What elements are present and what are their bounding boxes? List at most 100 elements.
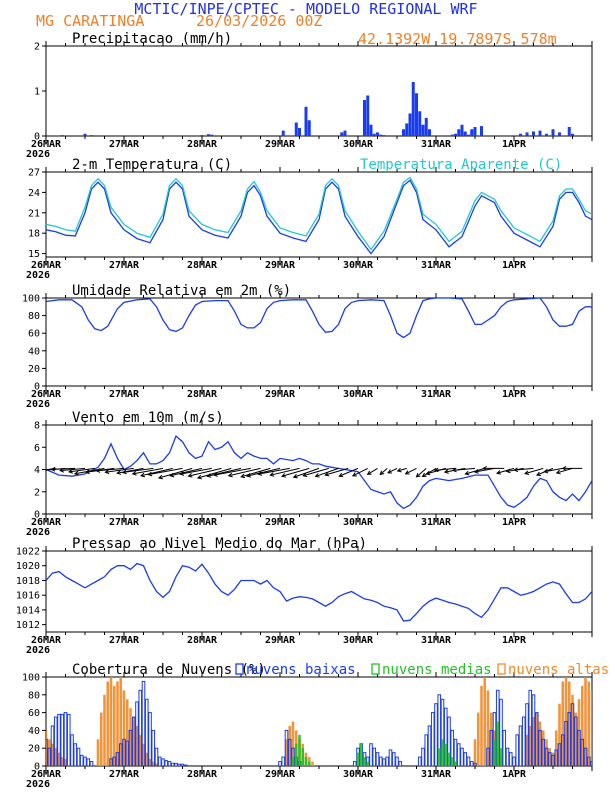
cloud-bar-orange [103,694,106,766]
wind-arrow [68,467,95,474]
cloud-bar-blue [385,756,390,766]
x-date-label: 29MAR [265,139,296,150]
x-date-label: 31MAR [421,389,452,400]
cloud-bar-blue [50,725,55,766]
cloud-bar-blue [122,738,126,766]
cloud-bar-orange [558,703,561,766]
cloud-bar-blue [287,738,292,766]
cloud-bar-orange [125,699,129,766]
x-year-label: 2026 [26,527,50,538]
x-date-label: 31MAR [421,260,452,271]
x-date-label: 29MAR [265,517,296,528]
x-date-label: 31MAR [421,139,452,150]
cloud-bar-green [294,743,298,766]
cloud-bar-blue [70,734,74,766]
cloud-bar-orange [145,752,149,766]
x-year-label: 2026 [26,645,50,656]
y-tick-label: 80 [28,690,40,701]
cloud-bar-green [298,734,301,766]
cloud-bar-blue [128,729,133,766]
plot-area [46,562,592,622]
x-date-label: 28MAR [187,139,218,150]
cloud-bar-blue [424,734,429,766]
wind-arrow [187,467,222,478]
y-tick-label: 100 [22,673,40,684]
legend-apparent-temp: Temperatura Aparente (C) [360,157,562,173]
cloud-bar-blue [473,762,477,766]
precip-bar [298,127,301,136]
cloud-bar-orange [96,739,100,766]
series-line-cyan [46,176,592,251]
wind-arrow [157,467,193,480]
cloud-bar-blue [573,716,578,766]
precip-bar [60,135,64,136]
x-year-label: 2026 [26,270,50,281]
cloud-bar-blue [148,712,152,766]
cloud-bar-orange [587,681,591,766]
cloud-bar-orange [551,752,555,766]
panel-precip: 0 1 2 26MAR 27MAR 28MAR 29MAR 30MAR 31MAR 1APR 202… [26,31,593,160]
cloud-bar-orange [119,677,123,766]
cloud-bar-orange [548,748,552,766]
cloud-bar-blue [170,762,175,766]
precip-bar [411,82,415,136]
x-date-label: 1APR [502,260,527,271]
cloud-bar-blue [521,716,526,766]
precip-bar [369,124,373,136]
cloud-bar-green [444,743,448,766]
cloud-bar-orange [525,734,529,766]
x-date-label: 1APR [502,389,527,400]
cloud-bar-blue [118,743,123,766]
y-tick-label: 1020 [16,561,40,572]
cloud-bar-blue [554,749,559,766]
series-line-blue [46,179,592,255]
cloud-bar-orange [60,757,64,766]
cloud-bar-orange [476,712,480,766]
y-tick-label: 1 [34,87,40,98]
y-tick-label: 4 [34,465,40,476]
cloud-bar-blue [53,716,58,766]
cloud-bar-blue [512,756,516,766]
cloud-bar-green [363,757,366,766]
cloud-bar-blue [388,749,393,766]
wind-arrow [366,467,378,475]
y-tick-label: 80 [28,311,40,322]
x-date-label: 1APR [502,635,527,646]
precip-bar [382,135,386,136]
cloud-bar-orange [122,690,126,766]
y-tick-label: 1014 [16,605,40,616]
x-date-label: 31MAR [421,517,452,528]
cloud-bar-blue [109,758,113,766]
precip-bar [480,126,483,136]
cloud-bar-blue [486,747,490,766]
precip-bar [340,132,344,136]
precip-bar [525,132,529,136]
wind-arrow [555,467,573,475]
y-tick-label: 0 [34,132,40,143]
cloud-bar-blue [557,743,562,766]
cloud-bar-blue [60,713,65,766]
cloud-bar-blue [284,729,289,766]
cloud-bar-blue [489,729,494,766]
cloud-bar-blue [372,747,377,766]
cloud-bar-blue [430,712,435,766]
cloud-bar-blue [564,721,568,766]
y-tick-label: 15 [28,249,40,260]
cloud-bar-blue [551,754,555,766]
x-date-label: 29MAR [265,260,296,271]
cloud-bar-blue [66,713,71,766]
cloud-bar-blue [63,712,68,766]
cloud-bar-blue [141,680,146,766]
wind-arrow [140,467,173,478]
precip-bar [558,132,561,136]
y-tick-label: 18 [28,229,40,240]
cloud-bar-orange [64,758,67,766]
wind-arrow [451,467,476,473]
cloud-bar-blue [378,756,383,766]
cloud-bar-green [291,757,295,766]
wind-arrow [433,467,456,473]
cloud-bar-blue [177,763,182,766]
precip-bar [463,131,467,136]
wind-arrow [421,467,437,477]
series-line-blue [46,298,592,339]
